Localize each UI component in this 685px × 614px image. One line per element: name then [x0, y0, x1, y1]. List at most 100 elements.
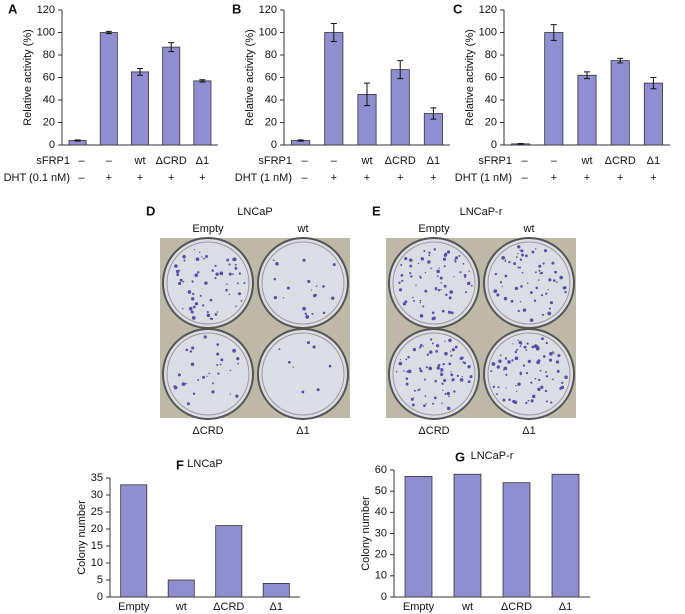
dish [388, 237, 480, 329]
colony [328, 364, 332, 368]
colony [537, 387, 541, 392]
colony [398, 288, 403, 292]
colony [435, 350, 438, 353]
y-tick-label: 0 [491, 139, 497, 151]
colony [545, 371, 547, 374]
colony [517, 266, 520, 269]
x-tick-label: – [331, 155, 338, 167]
colony [523, 345, 527, 349]
colony [447, 310, 451, 314]
colony [183, 259, 186, 262]
colony [191, 316, 196, 320]
colony [541, 337, 544, 341]
photo-label: ΔCRD [418, 425, 449, 437]
colony [238, 272, 242, 275]
colony [176, 273, 180, 277]
colony [465, 291, 468, 294]
colony [185, 382, 187, 385]
bar [167, 579, 195, 598]
y-tick-label: 20 [43, 116, 55, 128]
y-tick-label: 120 [37, 4, 55, 16]
colony [322, 285, 325, 288]
colony [441, 309, 445, 313]
colony [501, 256, 506, 260]
colony [517, 382, 521, 386]
colony [419, 314, 424, 318]
colony [214, 277, 217, 280]
colony [444, 392, 447, 395]
colony [460, 356, 464, 360]
colony [507, 360, 511, 364]
row-label: sFRP1 [36, 155, 70, 167]
colony [450, 371, 452, 373]
y-tick-label: 80 [43, 49, 55, 61]
y-axis-label: Relative activity (%) [464, 29, 476, 126]
colony [282, 297, 285, 299]
colony [449, 290, 454, 294]
bar [193, 80, 212, 146]
x-tick-label: Empty [118, 601, 150, 613]
colony [463, 274, 467, 277]
colony [520, 285, 523, 288]
colony [545, 400, 548, 403]
x-tick-label: Δ1 [196, 155, 209, 167]
colony [424, 271, 427, 274]
colony [496, 293, 500, 297]
photo-label: wt [523, 223, 535, 235]
colony [515, 384, 517, 387]
x-tick-label: Δ1 [647, 155, 660, 167]
x-tick-label: + [106, 172, 112, 184]
colony [409, 272, 412, 275]
colony [443, 379, 446, 381]
colony [237, 362, 239, 365]
colony [456, 374, 460, 377]
colony [427, 260, 431, 264]
colony [292, 366, 294, 368]
bar [215, 525, 243, 598]
colony [191, 280, 194, 283]
colony [497, 386, 500, 389]
colony [530, 381, 533, 384]
colony [444, 252, 448, 256]
colony [467, 380, 471, 384]
colony [192, 305, 196, 309]
row-label: DHT (0.1 nM) [4, 172, 70, 184]
x-tick-label: – [79, 155, 86, 167]
colony [538, 269, 541, 272]
colony [520, 249, 524, 253]
colony [524, 254, 528, 258]
y-tick-label: 60 [265, 71, 277, 83]
y-tick-label: 0 [271, 139, 277, 151]
colony [190, 362, 195, 367]
x-tick-label: Δ1 [270, 601, 283, 613]
colony [305, 315, 310, 319]
colony [404, 256, 408, 261]
dish [388, 328, 480, 420]
panel-letter: G [455, 449, 465, 464]
y-tick-label: 100 [259, 26, 277, 38]
colony [182, 254, 186, 259]
colony [182, 307, 184, 310]
x-tick-label: – [551, 155, 558, 167]
colony [432, 402, 435, 405]
photo-title: LNCaP [237, 206, 272, 218]
colony [419, 301, 421, 304]
colony [419, 299, 422, 302]
colony [419, 276, 422, 279]
photo-label: wt [297, 223, 309, 235]
colony [445, 354, 447, 356]
dish [162, 328, 254, 420]
row-label: DHT (1 nM) [235, 172, 292, 184]
colony [431, 316, 435, 321]
colony [549, 351, 553, 356]
dish [257, 328, 349, 420]
colony [272, 259, 275, 262]
dish-rim [392, 332, 476, 416]
colony [515, 256, 518, 259]
y-tick-label: 100 [479, 26, 497, 38]
colony [521, 253, 524, 257]
y-tick-label: 0 [381, 591, 387, 603]
y-tick-label: 100 [37, 26, 55, 38]
x-tick-label: Δ1 [427, 155, 440, 167]
dish-rim [487, 332, 571, 416]
